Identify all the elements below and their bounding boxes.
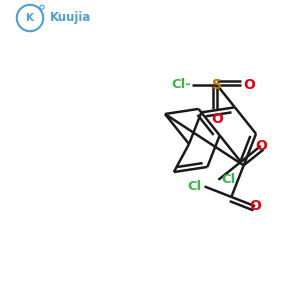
Text: Cl: Cl bbox=[187, 180, 202, 193]
Text: Cl-: Cl- bbox=[171, 78, 191, 91]
Text: O: O bbox=[211, 112, 223, 126]
Text: Kuujia: Kuujia bbox=[50, 11, 91, 25]
Text: O: O bbox=[243, 78, 255, 92]
Text: S: S bbox=[212, 78, 222, 92]
Text: O: O bbox=[249, 199, 261, 213]
Text: Cl: Cl bbox=[221, 173, 236, 186]
Text: K: K bbox=[26, 13, 34, 23]
Text: O: O bbox=[255, 139, 267, 153]
